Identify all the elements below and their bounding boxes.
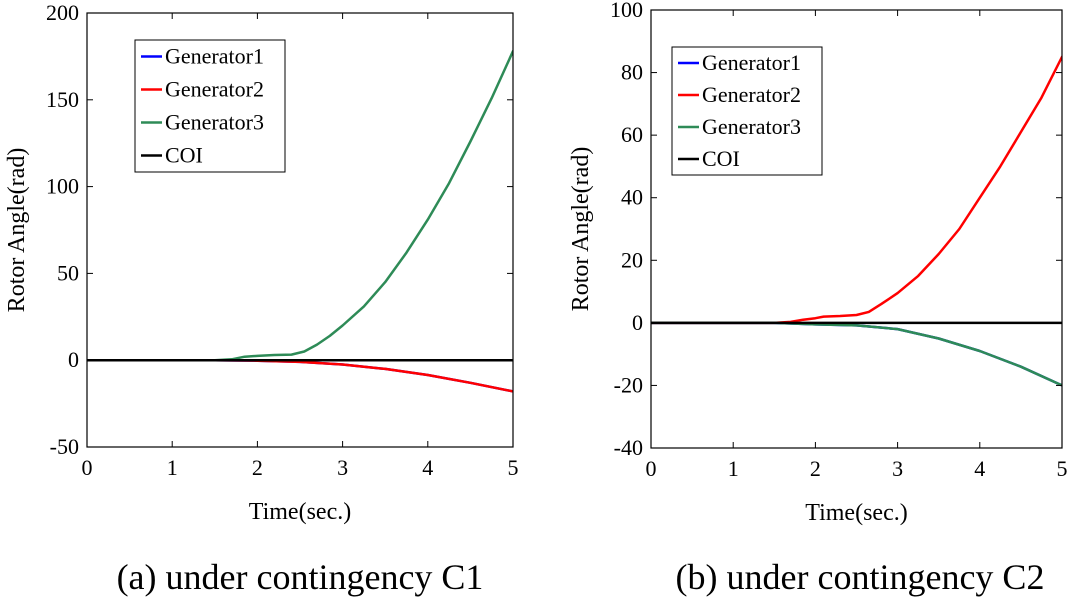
y-tick-label: 20 — [621, 247, 643, 272]
x-tick-label: 0 — [646, 456, 657, 481]
y-tick-label: 150 — [46, 87, 79, 112]
series-line-generator2 — [87, 358, 513, 393]
x-tick-label: 2 — [252, 455, 263, 480]
x-tick-label: 3 — [892, 456, 903, 481]
legend-box — [671, 46, 823, 176]
y-tick-label: 0 — [68, 347, 79, 372]
chart-caption: (b) under contingency C2 — [676, 557, 1045, 597]
y-tick-label: 60 — [621, 122, 643, 147]
y-axis-label: Rotor Angle(rad) — [568, 147, 594, 312]
legend-label-coi: COI — [702, 146, 740, 171]
legend-label-generator3: Generator3 — [702, 114, 801, 139]
legend-label-generator2: Generator2 — [702, 82, 801, 107]
x-tick-label: 2 — [810, 456, 821, 481]
y-tick-label: 100 — [610, 0, 643, 22]
chart-b: 0 1 2 3 4 5 -40 -20 0 20 40 60 80 100 Time(sec.) Rotor … — [568, 0, 1068, 597]
x-tick-label: 5 — [508, 455, 519, 480]
x-tick-label: 3 — [337, 455, 348, 480]
series-group — [87, 49, 513, 393]
series-line-generator3 — [87, 49, 513, 362]
legend: Generator1 Generator2 Generator3 COI — [671, 46, 823, 176]
plot-frame — [86, 12, 514, 448]
y-tick-label: -50 — [50, 434, 79, 459]
y-tick-label: 50 — [57, 260, 79, 285]
legend-label-generator1: Generator1 — [165, 44, 264, 69]
x-axis-label: Time(sec.) — [249, 499, 351, 525]
y-tick-label: -20 — [614, 372, 643, 397]
legend-label-generator2: Generator2 — [165, 77, 264, 102]
legend-box — [134, 39, 286, 173]
x-tick-label: 4 — [974, 456, 985, 481]
series-line-generator2 — [651, 55, 1062, 325]
y-axis-label: Rotor Angle(rad) — [4, 148, 30, 313]
x-tick-label: 0 — [82, 455, 93, 480]
plot-frame — [650, 9, 1063, 449]
legend-label-coi: COI — [165, 143, 203, 168]
chart-caption: (a) under contingency C1 — [117, 557, 484, 597]
y-tick-label: 80 — [621, 60, 643, 85]
series-line-generator1 — [651, 321, 1062, 387]
y-tick-label: -40 — [614, 435, 643, 460]
series-line-generator1 — [87, 358, 513, 393]
series-group — [651, 55, 1062, 387]
y-tick-label: 200 — [46, 0, 79, 25]
legend-label-generator3: Generator3 — [165, 110, 264, 135]
legend: Generator1 Generator2 Generator3 COI — [134, 39, 286, 173]
x-tick-label: 1 — [167, 455, 178, 480]
legend-label-generator1: Generator1 — [702, 50, 801, 75]
x-tick-label: 5 — [1057, 456, 1068, 481]
x-tick-label: 1 — [728, 456, 739, 481]
x-axis-label: Time(sec.) — [805, 500, 907, 526]
y-tick-label: 100 — [46, 174, 79, 199]
series-line-generator3 — [651, 321, 1062, 387]
y-tick-label: 40 — [621, 185, 643, 210]
y-tick-label: 0 — [632, 310, 643, 335]
x-tick-label: 4 — [422, 455, 433, 480]
